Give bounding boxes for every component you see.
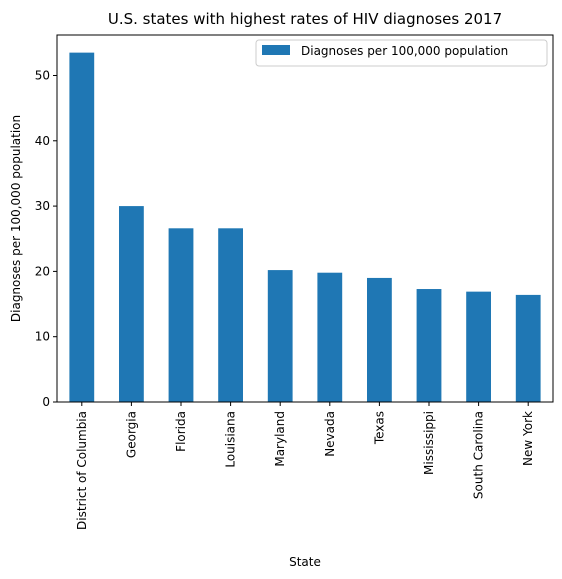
plot-frame — [56, 34, 554, 403]
x-tick-label: Nevada — [323, 411, 337, 457]
legend: Diagnoses per 100,000 population — [255, 39, 548, 67]
legend-frame — [255, 39, 548, 67]
bar-south-carolina — [466, 291, 491, 402]
x-tick-label: Texas — [372, 411, 386, 445]
bars-layer — [69, 52, 541, 402]
bar-georgia — [119, 206, 144, 402]
x-axis-label: State — [289, 555, 321, 569]
bar-louisiana — [218, 228, 243, 402]
x-tick-label: South Carolina — [472, 411, 486, 499]
x-axis: District of Columbia Georgia Florida Louisi… — [75, 402, 535, 530]
bar-nevada — [317, 272, 343, 402]
y-tick-label: 30 — [35, 199, 50, 213]
legend-swatch — [262, 45, 290, 55]
x-tick-label: Georgia — [124, 411, 138, 458]
bar-florida — [168, 228, 194, 402]
x-tick-label: Mississippi — [422, 411, 436, 475]
x-tick-label: New York — [521, 411, 535, 466]
x-tick-label: District of Columbia — [75, 411, 89, 530]
y-tick-label: 50 — [35, 68, 50, 82]
y-tick-label: 20 — [35, 264, 50, 278]
x-tick-label: Maryland — [273, 411, 287, 467]
bar-texas — [367, 277, 392, 402]
y-tick-label: 10 — [35, 330, 50, 344]
y-axis: 0 10 20 30 40 50 — [35, 68, 57, 409]
bar-new-york — [515, 294, 541, 402]
bar-district-of-columbia — [69, 52, 95, 402]
chart-title: U.S. states with highest rates of HIV di… — [108, 10, 502, 28]
x-tick-label: Florida — [174, 411, 188, 452]
x-tick-label: Louisiana — [224, 411, 238, 468]
legend-label: Diagnoses per 100,000 population — [301, 44, 508, 58]
bar-maryland — [267, 270, 293, 402]
bar-mississippi — [416, 289, 442, 402]
y-axis-label: Diagnoses per 100,000 population — [9, 115, 23, 322]
y-tick-label: 0 — [42, 395, 50, 409]
y-tick-label: 40 — [35, 134, 50, 148]
